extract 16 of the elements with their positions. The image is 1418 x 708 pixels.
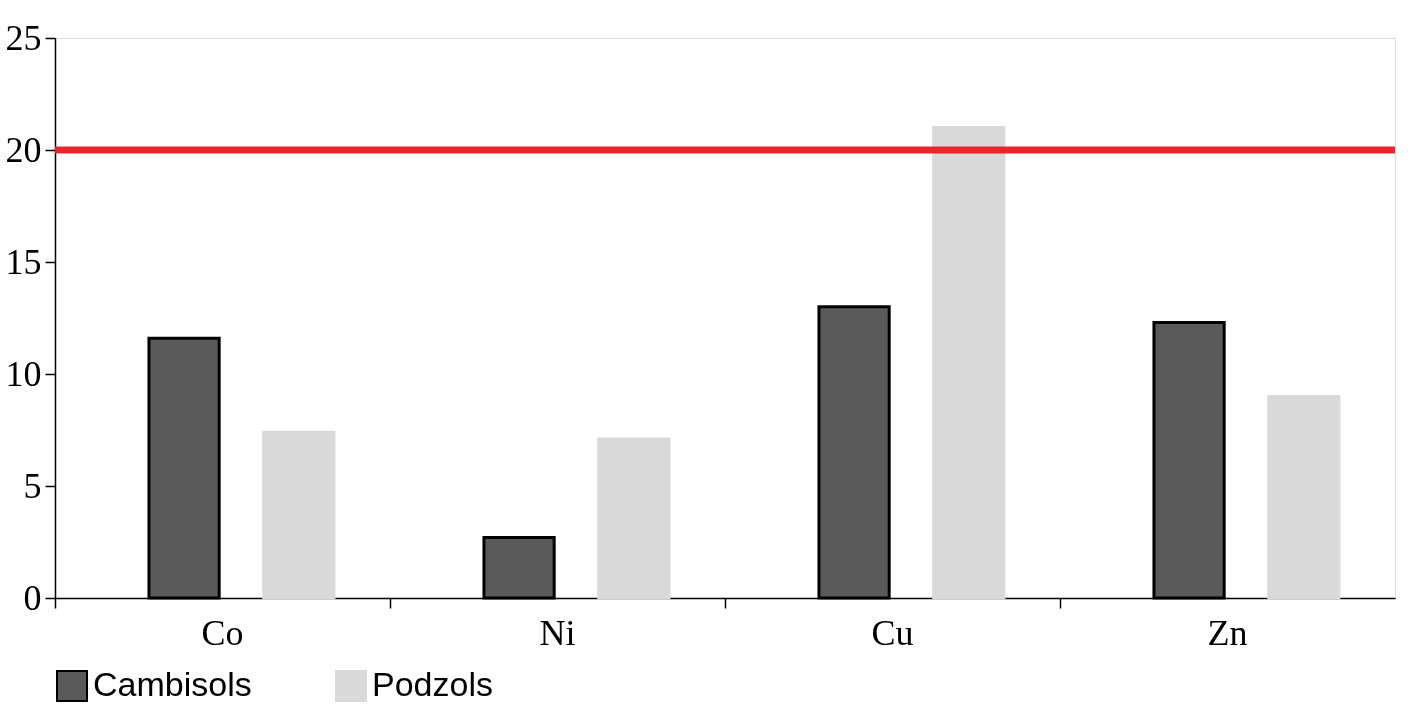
x-tick-label: Ni [539,612,576,653]
y-tick-label: 25 [5,17,42,58]
bar [932,126,1006,600]
bar [597,437,671,600]
bar [262,430,336,600]
x-tick-label: Zn [1207,612,1248,653]
x-tick-label: Cu [871,612,914,653]
y-tick-label: 10 [5,353,42,394]
y-tick-label: 15 [5,241,42,282]
bar [1267,394,1341,600]
y-tick-label: 0 [23,577,42,618]
x-tick-label: Co [201,612,244,653]
legend-label: Podzols [372,665,493,703]
y-tick-label: 20 [5,129,42,170]
y-tick-label: 5 [23,465,42,506]
legend-label: Cambisols [93,665,252,703]
